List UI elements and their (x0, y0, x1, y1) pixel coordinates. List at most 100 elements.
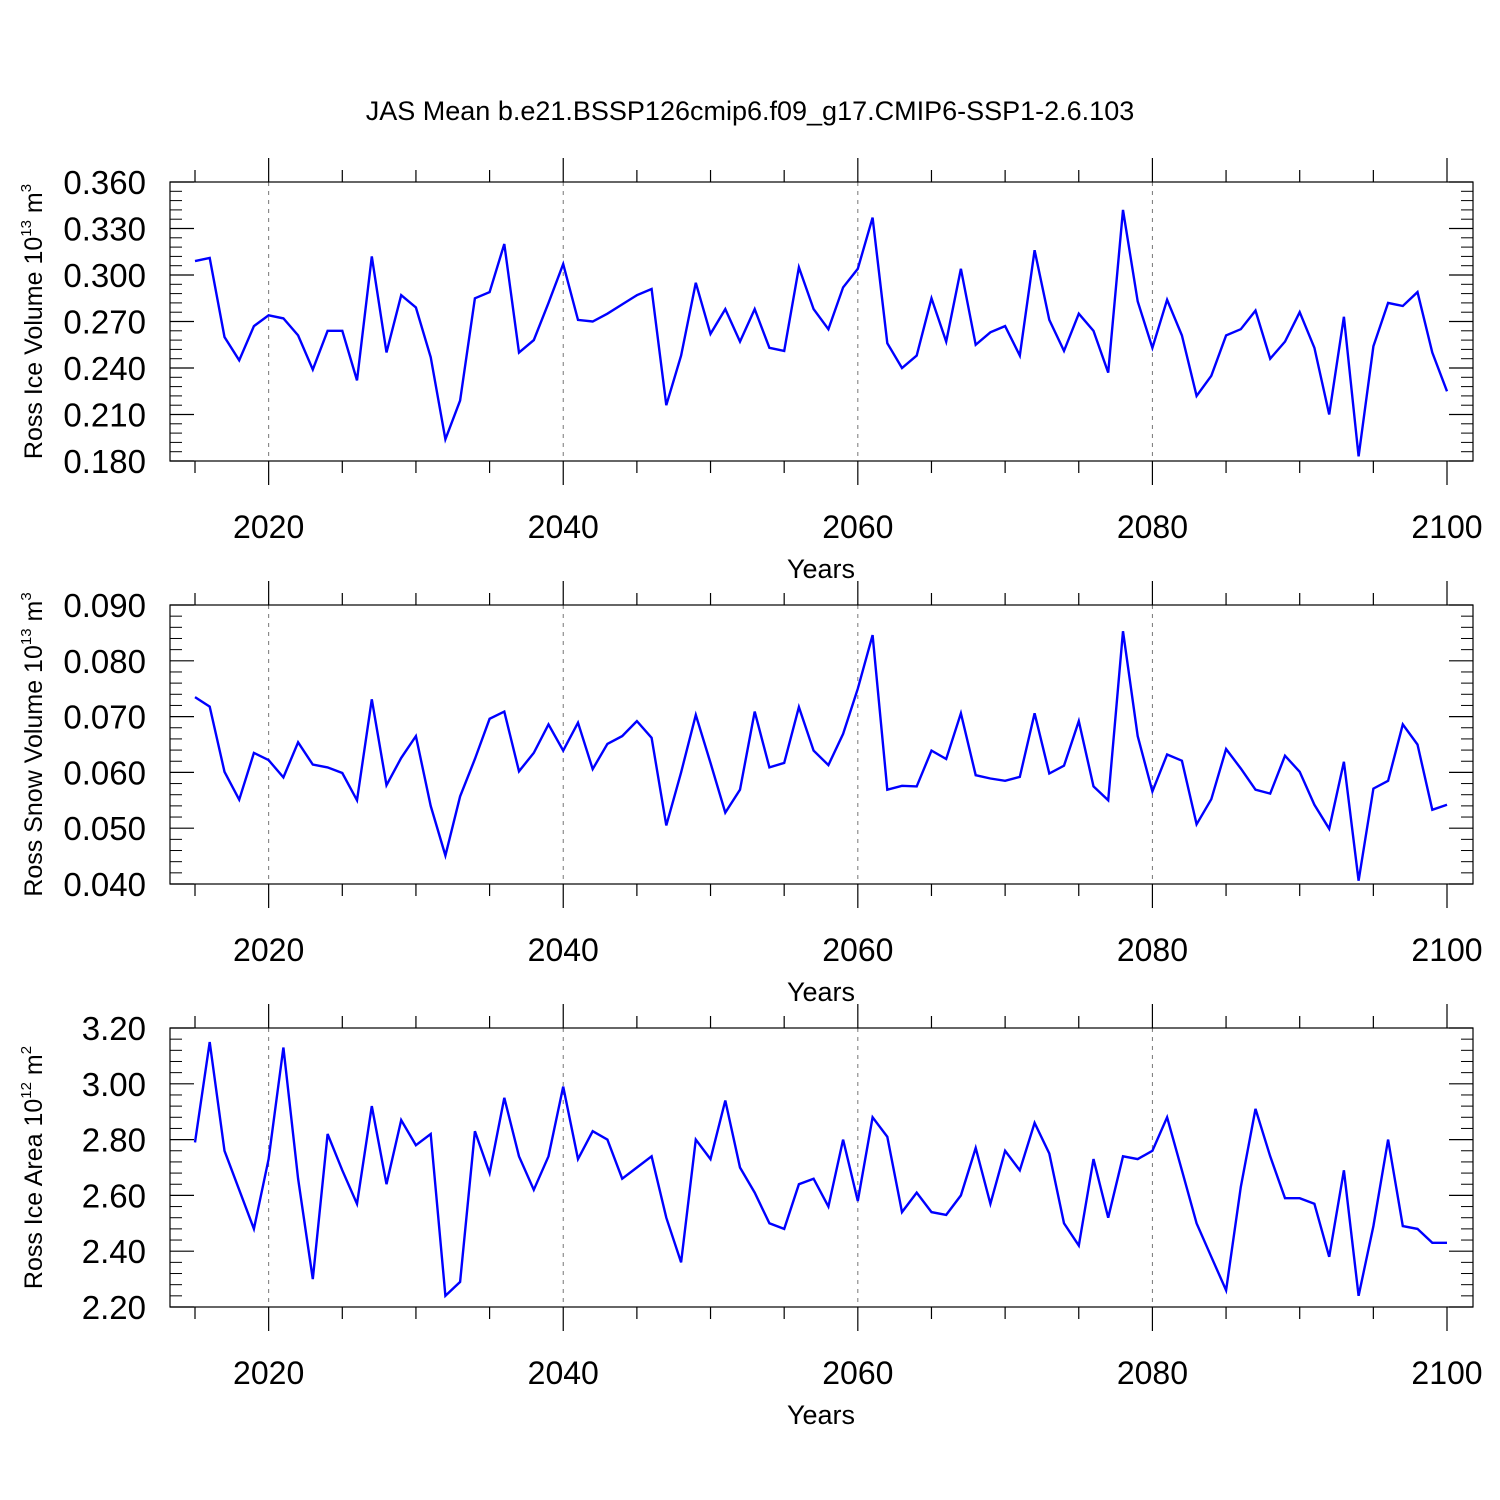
ytick-label: 0.090 (63, 587, 146, 624)
data-point (1357, 1295, 1359, 1297)
data-point (783, 350, 785, 352)
data-point (209, 705, 211, 707)
data-point (444, 854, 446, 856)
data-point (1313, 804, 1315, 806)
data-point (636, 294, 638, 296)
data-point (547, 1155, 549, 1157)
data-point (533, 339, 535, 341)
data-point (1063, 1222, 1065, 1224)
xtick-label: 2020 (233, 509, 304, 545)
data-point (945, 1214, 947, 1216)
data-point (916, 1191, 918, 1193)
data-point (238, 1189, 240, 1191)
data-point (533, 752, 535, 754)
data-point (459, 399, 461, 401)
data-point (974, 1147, 976, 1149)
data-point (415, 735, 417, 737)
data-point (1284, 340, 1286, 342)
data-point (650, 288, 652, 290)
data-point (459, 795, 461, 797)
data-point (1195, 1222, 1197, 1224)
data-point (474, 297, 476, 299)
data-point (1387, 1138, 1389, 1140)
data-point (297, 741, 299, 743)
data-point (1328, 828, 1330, 830)
data-point (798, 706, 800, 708)
data-point (1446, 804, 1448, 806)
data-point (827, 1205, 829, 1207)
data-point (871, 1116, 873, 1118)
data-point (754, 308, 756, 310)
data-point (1122, 1155, 1124, 1157)
data-point (1033, 249, 1035, 251)
ytick-label: 0.180 (63, 443, 146, 480)
data-point (577, 722, 579, 724)
data-point (1284, 1197, 1286, 1199)
data-point (695, 1138, 697, 1140)
data-point (680, 771, 682, 773)
data-point (459, 1281, 461, 1283)
data-point (1033, 712, 1035, 714)
data-point (916, 785, 918, 787)
panel-snow-volume: 0.040 0.050 0.060 0.070 0.080 0.090 2020 2040 20… (18, 581, 1483, 1007)
data-point (783, 762, 785, 764)
data-point (827, 764, 829, 766)
data-point (1048, 772, 1050, 774)
plot-frame (169, 604, 1474, 885)
data-point (1063, 350, 1065, 352)
xtick-label: 2020 (233, 932, 304, 968)
data-point (945, 758, 947, 760)
data-point (1431, 351, 1433, 353)
data-point (1328, 413, 1330, 415)
data-point (768, 347, 770, 349)
xtick-label: 2080 (1117, 932, 1188, 968)
xtick-label: 2040 (528, 1355, 599, 1391)
data-point (1151, 1150, 1153, 1152)
xtick-label: 2040 (528, 932, 599, 968)
data-point (1254, 788, 1256, 790)
data-point (356, 1203, 358, 1205)
data-point (768, 766, 770, 768)
data-point (930, 749, 932, 751)
data-point (1402, 1225, 1404, 1227)
data-point (223, 771, 225, 773)
data-point (1240, 1186, 1242, 1188)
data-point (385, 784, 387, 786)
series-line-ice-volume (194, 209, 1449, 457)
data-point (960, 712, 962, 714)
data-point (253, 752, 255, 754)
ytick-label: 0.060 (63, 754, 146, 791)
data-point (1240, 767, 1242, 769)
data-point (621, 735, 623, 737)
data-point (930, 1211, 932, 1213)
data-point (1357, 455, 1359, 457)
data-point (989, 1203, 991, 1205)
xtick-label: 2080 (1117, 509, 1188, 545)
data-point (1210, 1256, 1212, 1258)
y-axis-label: Ross Ice Volume 1013 m3 (18, 184, 48, 459)
ytick-label: 2.60 (82, 1177, 146, 1214)
data-point (267, 314, 269, 316)
data-point (680, 354, 682, 356)
data-point (400, 294, 402, 296)
data-point (238, 799, 240, 801)
data-point (695, 714, 697, 716)
data-point (400, 1119, 402, 1121)
data-point (1372, 1225, 1374, 1227)
data-point (267, 1158, 269, 1160)
data-point (1004, 780, 1006, 782)
data-point (1387, 302, 1389, 304)
data-point (1402, 305, 1404, 307)
data-point (1416, 1228, 1418, 1230)
data-point (636, 1166, 638, 1168)
xtick-label: 2040 (528, 509, 599, 545)
data-point (1107, 799, 1109, 801)
data-point (1431, 1242, 1433, 1244)
data-point (650, 1155, 652, 1157)
data-point (1033, 1122, 1035, 1124)
ytick-label: 2.20 (82, 1289, 146, 1326)
data-point (857, 688, 859, 690)
data-point (886, 1136, 888, 1138)
data-point (974, 774, 976, 776)
